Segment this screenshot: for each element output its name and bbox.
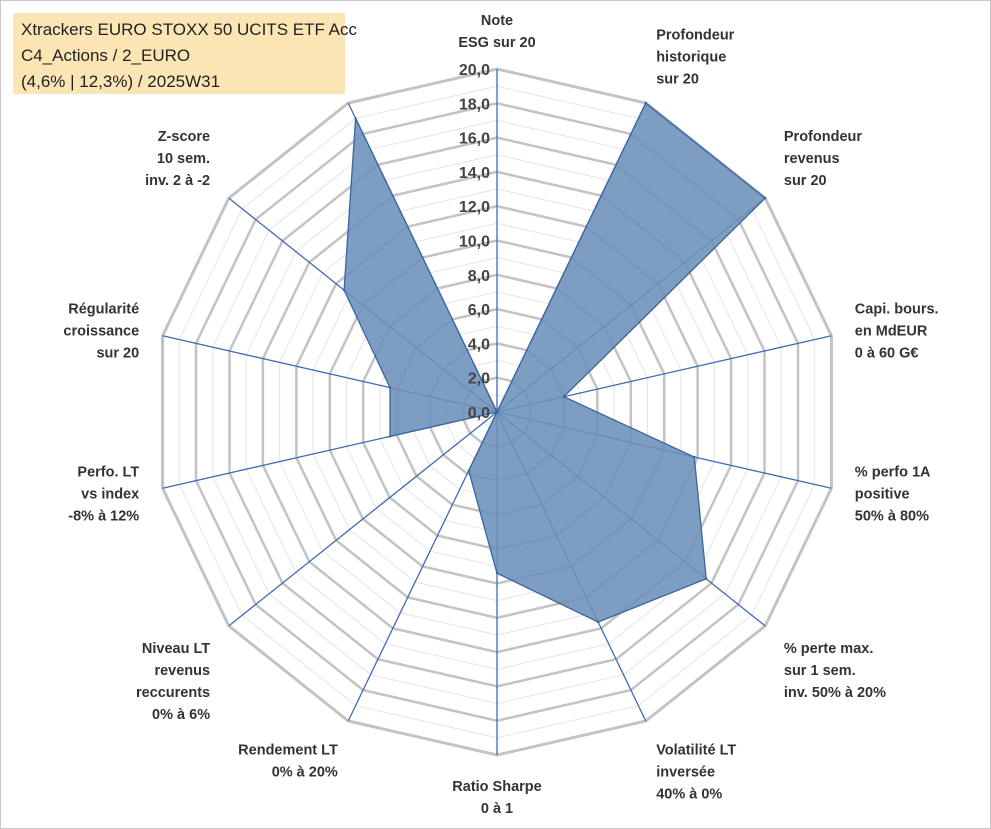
tick-label: 4,0 [468, 336, 490, 353]
category-label-line: 0 à 1 [481, 801, 513, 817]
category-label-line: reccurents [136, 685, 210, 701]
category-label: % perfo 1A positive 50% à 80% [855, 465, 931, 525]
category-label-line: Profondeur [784, 129, 862, 145]
category-label-line: en MdEUR [855, 323, 928, 339]
category-label: Niveau LT revenus reccurents 0% à 6% [136, 641, 210, 723]
category-label-line: 40% à 0% [656, 787, 722, 803]
data-point [495, 410, 499, 414]
data-point [388, 435, 392, 438]
data-point [705, 577, 708, 580]
category-label-line: 10 sem. [157, 151, 210, 167]
category-label-line: Profondeur [656, 27, 734, 43]
category-label: Volatilité LT inversée 40% à 0% [656, 743, 736, 803]
category-label-line: sur 20 [784, 173, 827, 189]
category-label-line: positive [855, 487, 910, 503]
data-point [388, 386, 392, 389]
category-label-line: % perte max. [784, 641, 873, 657]
category-label-line: croissance [63, 323, 139, 339]
category-label: Rendement LT 0% à 20% [238, 743, 338, 781]
fund-category: C4_Actions / 2_EURO [21, 46, 191, 65]
category-label-line: ESG sur 20 [458, 35, 535, 51]
category-label-line: vs index [81, 487, 139, 503]
category-label-line: Note [481, 13, 513, 29]
category-label-line: historique [656, 49, 726, 65]
category-label-line: 0% à 20% [272, 765, 338, 781]
data-point [342, 288, 346, 292]
category-label-line: inv. 2 à -2 [145, 173, 210, 189]
tick-label: 6,0 [468, 302, 490, 319]
tick-label: 14,0 [459, 165, 490, 182]
series-area [343, 101, 767, 623]
data-point [562, 395, 566, 398]
data-point [467, 469, 470, 472]
category-label-line: sur 1 sem. [784, 663, 856, 679]
category-label-line: Niveau LT [142, 641, 210, 657]
axis-spoke [228, 411, 498, 627]
category-label: Capi. bours. en MdEUR 0 à 60 G€ [855, 301, 939, 361]
tick-label: 2,0 [468, 371, 490, 388]
data-point [764, 196, 767, 200]
category-label-line: 0 à 60 G€ [855, 345, 919, 361]
category-label-line: 0% à 6% [152, 707, 210, 723]
data-point [495, 572, 499, 575]
category-label-line: Régularité [68, 301, 139, 317]
category-label-line: revenus [784, 151, 840, 167]
category-label-line: sur 20 [96, 345, 139, 361]
category-label: Régularité croissance sur 20 [63, 301, 139, 361]
tick-label: 10,0 [459, 234, 490, 251]
category-label: Z-score 10 sem. inv. 2 à -2 [145, 129, 210, 189]
data-point [693, 455, 696, 459]
tick-label: 20,0 [459, 62, 490, 79]
fund-metrics: (4,6% | 12,3%) / 2025W31 [21, 72, 221, 91]
category-label-line: 50% à 80% [855, 509, 929, 525]
fund-name: Xtrackers EURO STOXX 50 UCITS ETF Acc [21, 20, 357, 39]
tick-label: 12,0 [459, 199, 490, 216]
category-label-line: inversée [656, 765, 715, 781]
category-label-line: -8% à 12% [68, 509, 139, 525]
category-label-line: Rendement LT [238, 743, 338, 759]
category-label-line: Volatilité LT [656, 743, 736, 759]
category-label-line: Perfo. LT [77, 465, 139, 481]
category-label-line: % perfo 1A [855, 465, 931, 481]
category-label: Profondeur revenus sur 20 [784, 129, 862, 189]
category-label-line: Z-score [158, 129, 210, 145]
data-point [354, 117, 357, 120]
category-label-line: Ratio Sharpe [452, 779, 541, 795]
category-label: Profondeur historique sur 20 [656, 27, 734, 87]
tick-label: 0,0 [468, 405, 490, 422]
category-label: Ratio Sharpe 0 à 1 [452, 779, 541, 817]
tick-label: 8,0 [468, 268, 490, 285]
category-label: % perte max. sur 1 sem. inv. 50% à 20% [784, 641, 886, 701]
tick-label: 16,0 [459, 131, 490, 148]
data-point [597, 620, 600, 624]
category-label-line: revenus [154, 663, 210, 679]
category-label-line: sur 20 [656, 71, 699, 87]
category-label: Perfo. LT vs index -8% à 12% [68, 465, 139, 525]
category-label-line: Capi. bours. [855, 301, 939, 317]
category-label: Note ESG sur 20 [458, 13, 535, 51]
title-block: Xtrackers EURO STOXX 50 UCITS ETF Acc C4… [13, 13, 357, 94]
data-point [644, 101, 647, 105]
category-label-line: inv. 50% à 20% [784, 685, 886, 701]
tick-label: 18,0 [459, 96, 490, 113]
